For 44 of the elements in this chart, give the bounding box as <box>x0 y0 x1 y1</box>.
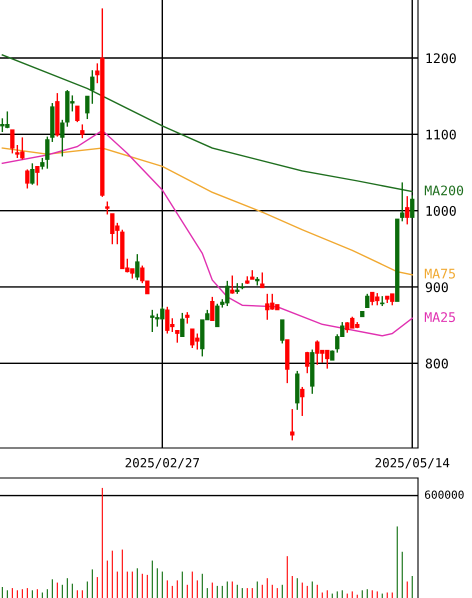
candlestick <box>10 129 15 154</box>
candlestick <box>75 105 80 123</box>
candlestick <box>410 194 414 218</box>
candlestick <box>365 293 370 308</box>
text: 600000 <box>424 490 464 499</box>
candlestick <box>405 195 410 226</box>
x-tick-label: 2025/02/27 <box>126 458 199 468</box>
candlestick <box>80 124 84 139</box>
x-tick-label: 2025/05/14 <box>376 458 450 468</box>
y-tick-label: 900 <box>426 282 448 292</box>
candlestick <box>180 312 184 338</box>
series-label: MA25 <box>424 312 455 322</box>
candlestick <box>85 95 90 120</box>
candlestick <box>35 166 40 186</box>
candlestick <box>215 303 220 328</box>
candlestick <box>90 70 94 104</box>
candlestick <box>260 272 264 288</box>
candlestick <box>45 136 50 170</box>
candlestick <box>235 282 240 295</box>
line-series <box>2 130 413 337</box>
line-series <box>2 54 413 192</box>
candlestick <box>290 408 294 442</box>
candlestick <box>380 295 384 307</box>
candlestick <box>185 311 190 324</box>
candlestick <box>250 269 254 280</box>
candlestick <box>25 168 30 190</box>
candlestick <box>300 386 304 417</box>
candlestick <box>60 119 65 158</box>
candlestick <box>305 351 310 374</box>
candlestick <box>30 162 35 186</box>
series-label: MA75 <box>424 268 455 279</box>
y-tick-label: 800 <box>426 358 448 369</box>
candlestick <box>105 200 110 216</box>
candlestick <box>210 296 214 322</box>
y-tick-label: 1100 <box>426 130 456 140</box>
candlestick <box>280 319 284 344</box>
series-label: MA200 <box>424 185 464 196</box>
candlestick <box>175 330 180 344</box>
candlestick <box>400 182 404 222</box>
candlestick <box>40 157 45 170</box>
y-tick-label: 1000 <box>426 206 456 216</box>
candlestick <box>135 253 140 281</box>
candlestick <box>230 274 234 295</box>
y-tick-label: 1200 <box>426 53 456 64</box>
